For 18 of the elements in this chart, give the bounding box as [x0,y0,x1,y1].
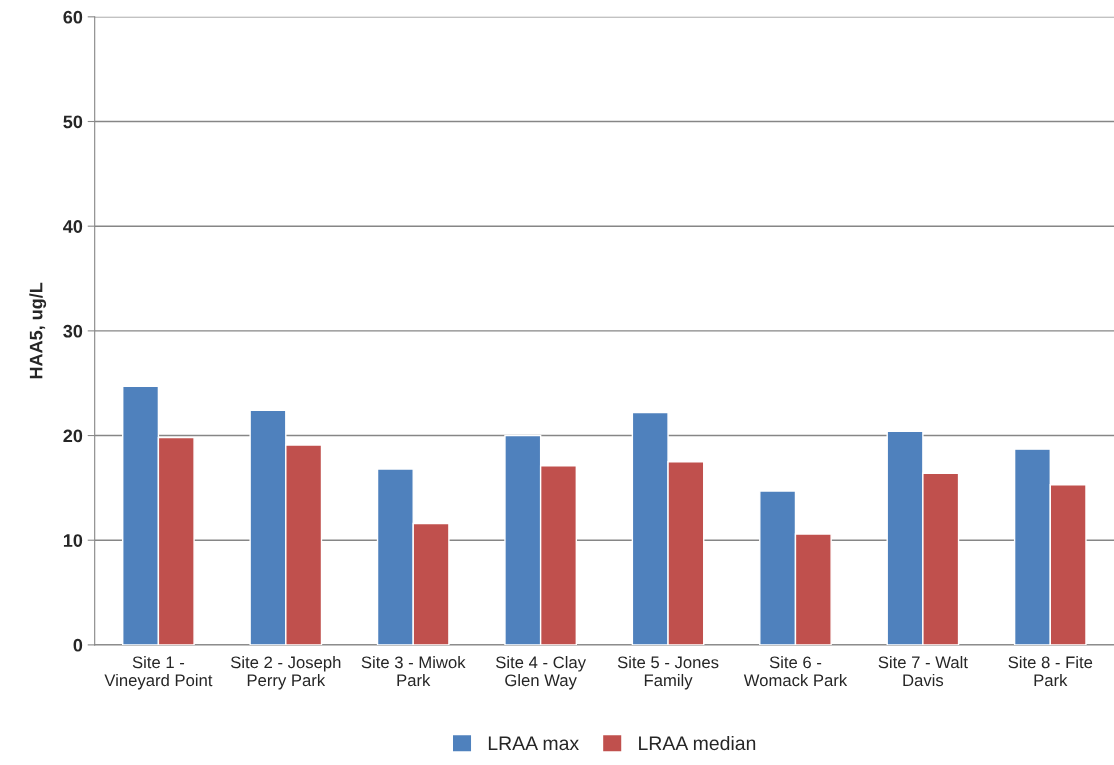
x-tick-label: Site 4 - Clay Glen Way [496,656,586,690]
x-tick-label: Site 8 - Fite Park [1008,656,1093,687]
y-tick-label: 20 [63,429,83,443]
x-tick-label: Site 2 - Joseph Perry Park [230,656,341,690]
x-tick-label: Site 1 - Vineyard Point [104,656,213,690]
x-tick-label: Site 5 - Jones Family [617,656,719,690]
y-tick-label: 10 [63,534,83,547]
y-axis-title: HAA5, ug/L [29,282,47,379]
y-tick-label: 60 [63,10,83,24]
x-tick-label: Site 6 - Womack Park [743,656,848,687]
y-tick-label: 50 [63,115,83,129]
legend-label: LRAA median [639,735,756,751]
x-tick-label: Site 7 - Walt Davis [878,656,968,687]
x-tick-label: Site 3 - Miwok Park [361,656,466,687]
legend-label: LRAA max [488,736,579,751]
y-tick-label: 0 [73,638,83,652]
y-tick-label: 30 [63,324,83,338]
y-tick-label: 40 [63,220,83,233]
